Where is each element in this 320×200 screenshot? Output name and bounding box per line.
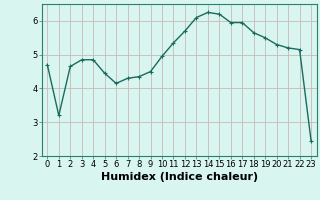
X-axis label: Humidex (Indice chaleur): Humidex (Indice chaleur) <box>100 172 258 182</box>
